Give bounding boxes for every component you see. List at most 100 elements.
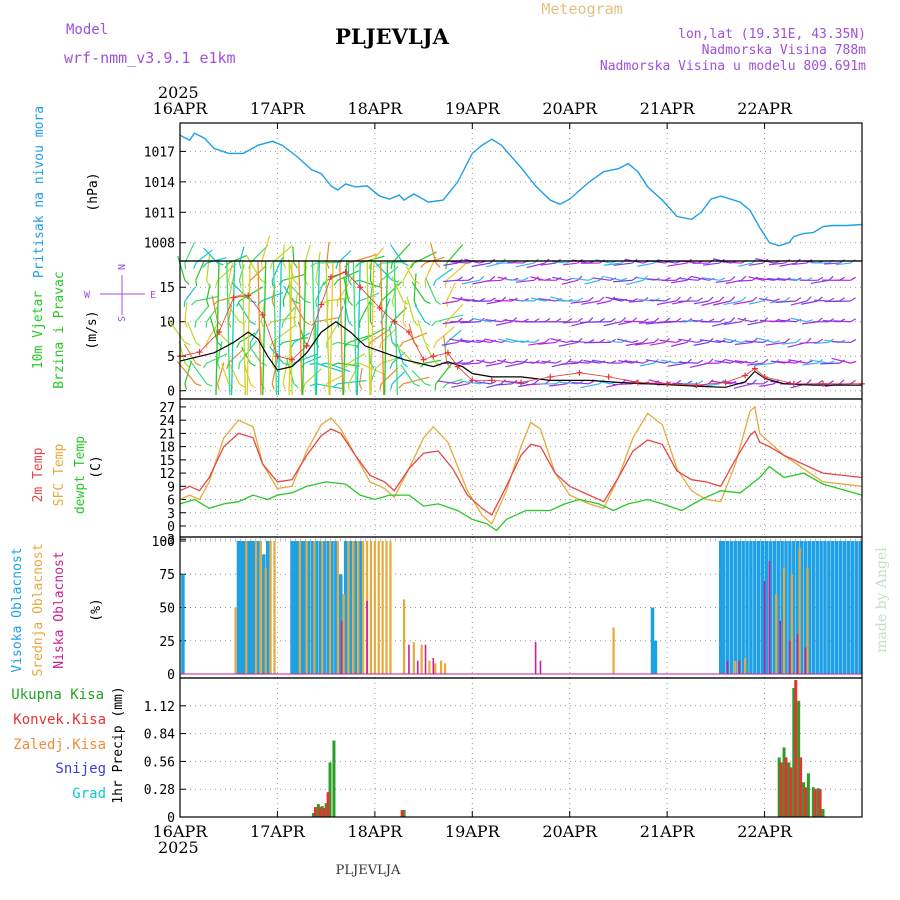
wind-barb-head: [239, 383, 245, 388]
cloud-bar: [443, 663, 447, 675]
wind-barb: [380, 328, 397, 343]
wind-barb: [227, 304, 233, 322]
wind-barb-head: [282, 300, 285, 308]
precip-bar: [779, 762, 783, 817]
wind-barb: [649, 299, 666, 302]
station-title: PLJEVLJA: [335, 24, 449, 49]
wind-barb: [799, 341, 818, 344]
wind-barb-head: [850, 276, 856, 281]
wind-barb: [494, 299, 513, 302]
wind-barb: [733, 383, 753, 389]
wind-barb-head: [806, 360, 813, 364]
sfc-temp-line: [179, 405, 863, 525]
wind-barb-head: [817, 379, 824, 385]
wind-barb: [497, 359, 513, 364]
wind-barb-head: [839, 297, 845, 302]
wind-barb-head: [402, 300, 409, 305]
x-tick-label-bottom: 19APR: [445, 822, 501, 841]
wind-barb: [835, 262, 851, 266]
wind-barb-head: [839, 379, 845, 385]
cloud-label-high: Visoka Oblacnost: [10, 547, 25, 672]
wind-barb-head: [457, 276, 463, 281]
wind-barb-streak: [277, 260, 282, 396]
cloud-bar: [369, 540, 373, 675]
wind-barb: [211, 295, 219, 322]
precip-bar: [782, 747, 786, 817]
wind-barb-head: [331, 362, 338, 367]
cloud-bar: [424, 644, 427, 675]
y-tick-label: 5: [167, 350, 175, 365]
wind-barb-head: [413, 279, 420, 284]
cloud-bar: [248, 540, 252, 675]
y-tick-label: 21: [159, 427, 175, 442]
cloud-bar: [322, 540, 326, 675]
wind-barb-head: [293, 321, 298, 328]
wind-barb: [530, 297, 546, 302]
wind-barb: [486, 300, 502, 305]
wind-barb-head: [413, 321, 419, 327]
wind-barb: [476, 359, 491, 364]
wind-barb-head: [588, 317, 594, 323]
cloud-bar: [726, 660, 729, 675]
wind-barb: [788, 359, 807, 364]
wind-barb: [505, 338, 524, 344]
wind-barb: [417, 319, 426, 343]
wind-barb-streak: [230, 260, 236, 396]
wind-barb-head: [331, 341, 338, 346]
wind-barb-head: [446, 362, 451, 369]
wind-barb: [271, 244, 293, 264]
wind-barb-head: [468, 359, 475, 364]
wind-barb: [271, 354, 279, 384]
wind-barb: [603, 321, 622, 327]
wind-barb-head: [620, 317, 627, 323]
wind-barb-head: [686, 296, 692, 302]
wind-barb-head: [566, 277, 573, 281]
wind-barb-head: [479, 275, 485, 281]
wind-barb-head: [850, 318, 857, 323]
wind-barb: [625, 341, 644, 347]
wind-barb: [560, 362, 578, 366]
cloud-bar: [352, 540, 355, 675]
precip-bar: [821, 809, 825, 817]
cloud-bar: [768, 540, 773, 675]
temp-unit: (C): [89, 455, 104, 478]
cloud-label-low: Niska Oblacnost: [52, 551, 67, 668]
cloud-bar: [753, 540, 757, 675]
wind-barb: [437, 380, 458, 385]
wind-barb-head: [236, 300, 240, 307]
wind-barb-head: [184, 279, 190, 285]
wind-barb-head: [420, 262, 426, 268]
footer-station: PLJEVLJA: [336, 863, 401, 878]
wind-barb: [304, 355, 322, 364]
wind-barb-head: [773, 358, 780, 364]
wind-barb: [414, 304, 426, 323]
wind-barb: [315, 251, 321, 281]
precip-bar: [784, 757, 788, 817]
cloud-bar: [305, 540, 308, 675]
wind-barb: [380, 298, 391, 322]
cloud-bar: [296, 540, 300, 675]
wind-barb-streak: [383, 260, 389, 396]
wind-label-2: Brzina i Pravac: [52, 271, 67, 388]
wind-barb: [460, 339, 480, 344]
wind-barb-head: [555, 318, 562, 323]
wind-barb: [358, 299, 372, 322]
wind-barb: [461, 279, 480, 285]
x-tick-label-bottom: 22APR: [737, 822, 793, 841]
cloud-bar: [269, 540, 272, 675]
x-tick-label-top: 19APR: [445, 99, 501, 118]
wind-barb-head: [205, 321, 208, 328]
wind-barb-head: [697, 359, 704, 364]
temp-label-dew: dewpt Temp: [73, 436, 88, 514]
wind-barb: [460, 321, 480, 324]
wind-barb-head: [293, 300, 300, 304]
wind-barb-head: [719, 318, 725, 323]
cloud-unit: (%): [89, 598, 104, 621]
wind-barb: [446, 244, 464, 264]
wind-barb: [227, 360, 240, 385]
wind-barb: [689, 362, 709, 368]
cloud-bar: [326, 540, 330, 675]
wind-barb: [645, 359, 666, 364]
y-tick-label: 6: [167, 494, 175, 509]
wind-barb-head: [217, 321, 223, 327]
